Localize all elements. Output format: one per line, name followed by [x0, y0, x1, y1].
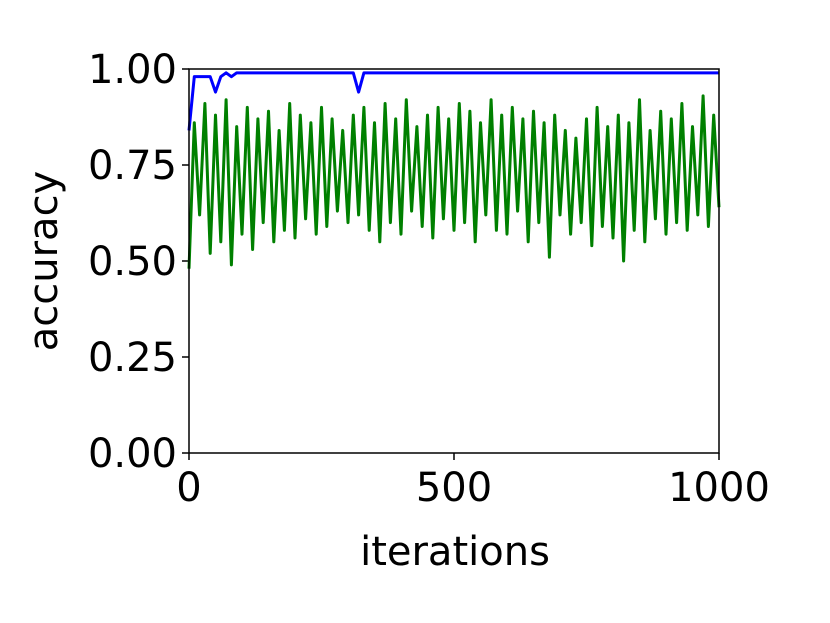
y-tick-label: 0.00	[88, 431, 177, 477]
y-tick-label: 1.00	[88, 47, 177, 93]
x-tick-label: 500	[416, 465, 492, 511]
y-tick-label: 0.25	[88, 335, 177, 381]
y-tick-label: 0.75	[88, 143, 177, 189]
x-axis-label: iterations	[360, 529, 550, 575]
y-axis-label: accuracy	[21, 171, 67, 351]
x-tick-label: 0	[176, 465, 201, 511]
x-tick-label: 1000	[668, 465, 770, 511]
plot-frame	[188, 68, 720, 454]
series-line	[187, 94, 721, 269]
series-line	[187, 71, 719, 131]
y-tick-label: 0.50	[88, 239, 177, 285]
